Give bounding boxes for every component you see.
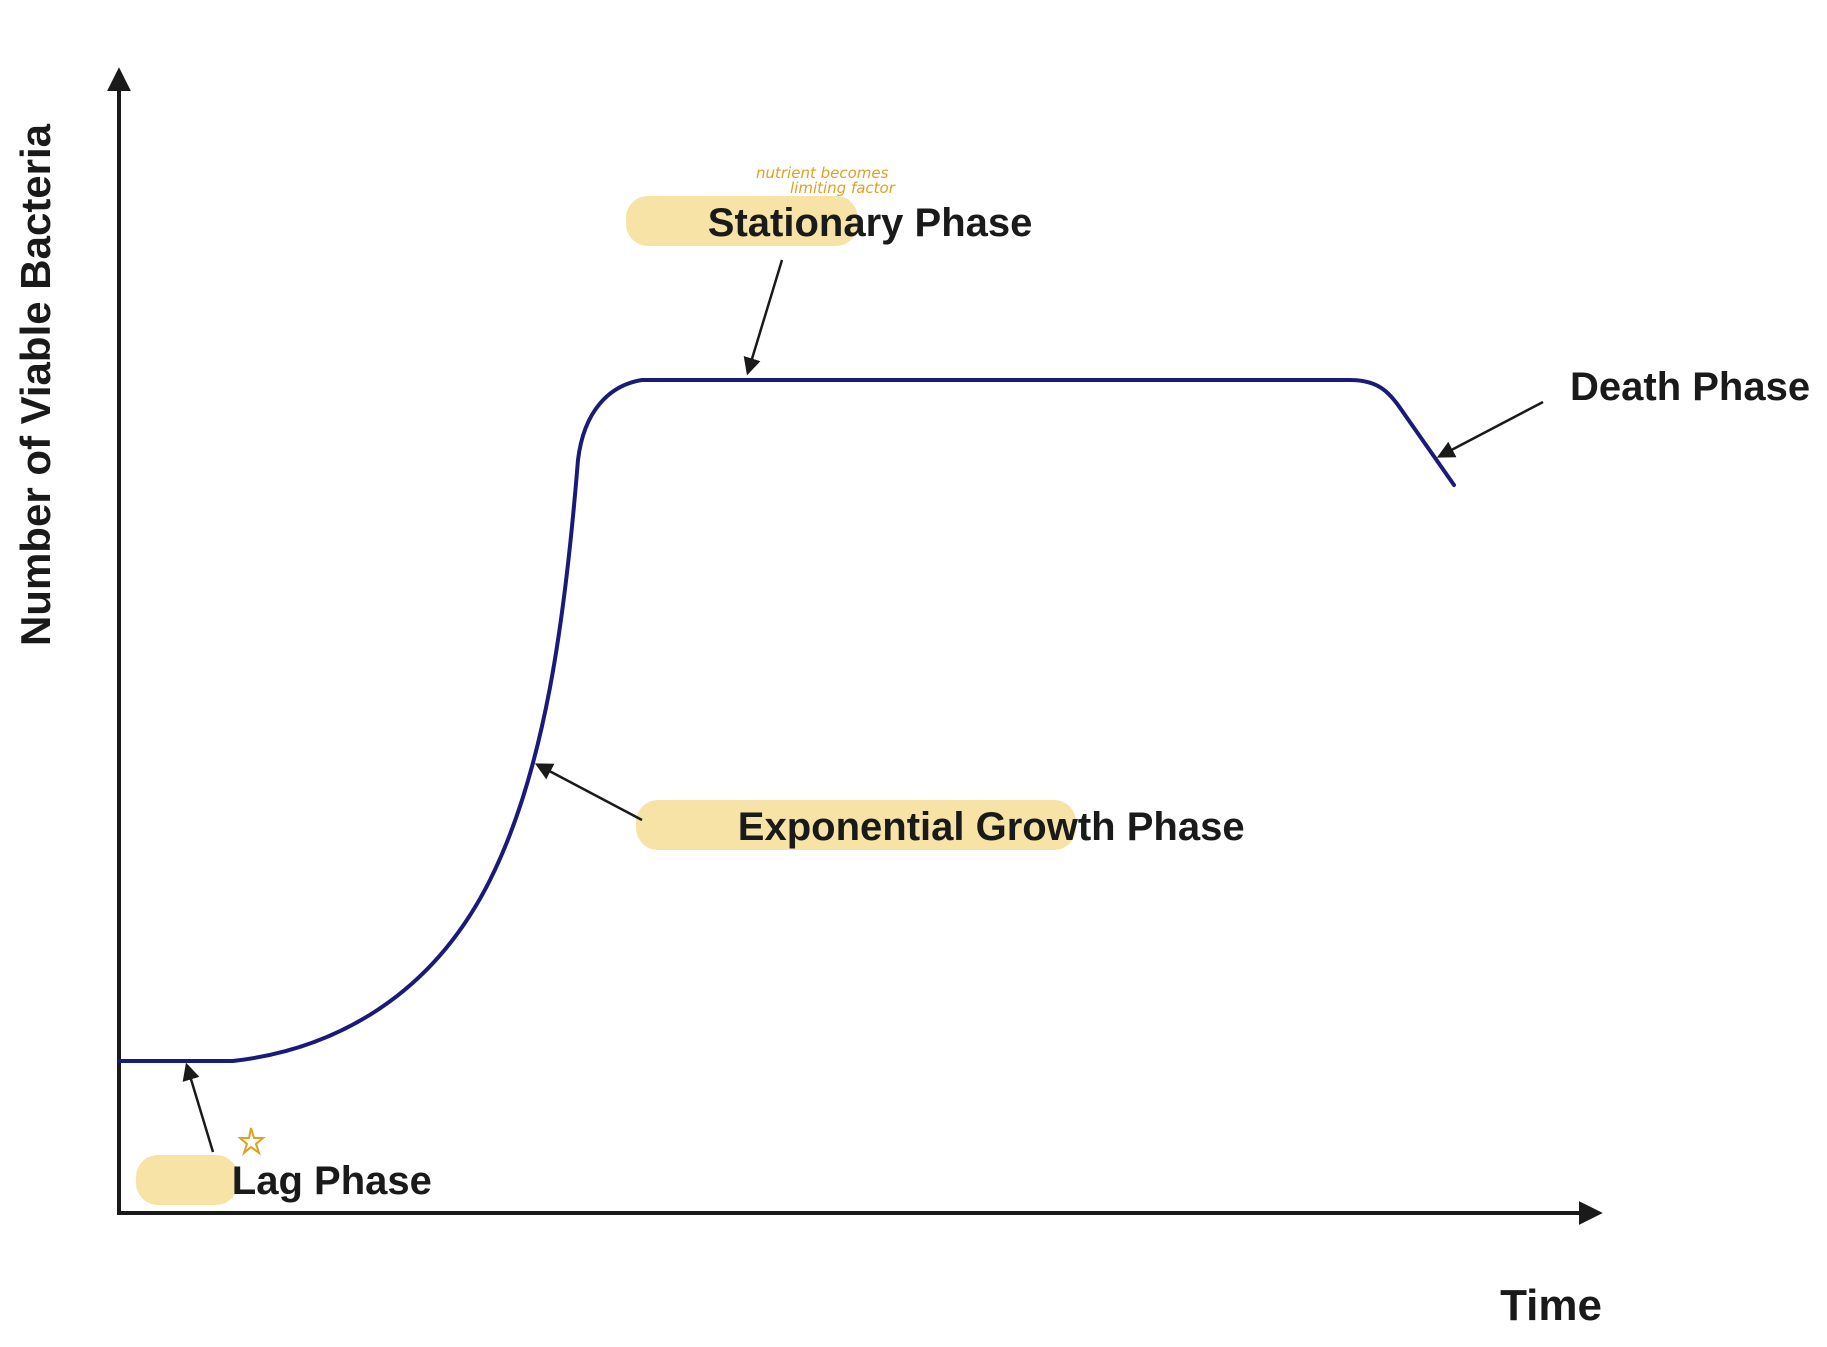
lag-phase-label: Lag Phase (154, 1159, 487, 1203)
exponential-phase-highlighted: Exponential Growth (738, 805, 1116, 849)
highlight-lag (136, 1155, 238, 1205)
stationary-phase-label: Stationary Phase (630, 201, 1088, 245)
stationary-arrow (743, 259, 784, 376)
handwritten-note-line1: nutrient becomes (756, 164, 889, 182)
lag-phase-highlighted: Lag (232, 1159, 303, 1203)
y-axis-label: Number of Viable Bacteria (12, 123, 59, 646)
death-arrow (1436, 400, 1544, 458)
stationary-phase-highlighted: Stationary (708, 201, 904, 245)
lag-arrow (182, 1062, 215, 1153)
stationary-phase-rest: Phase (903, 201, 1032, 245)
death-phase-label: Death Phase (1570, 365, 1810, 409)
growth-curve (117, 378, 1456, 1063)
highlight-stationary (626, 196, 858, 246)
highlight-exponential (636, 800, 1076, 850)
x-axis-label: Time (1500, 1281, 1602, 1330)
star-mark-icon (237, 1127, 266, 1157)
lag-phase-rest: Phase (303, 1159, 432, 1203)
handwritten-note-line2: limiting factor (790, 179, 896, 197)
exponential-arrow (534, 763, 643, 822)
exponential-phase-label: Exponential Growth Phase (660, 805, 1300, 849)
exponential-phase-rest: Phase (1116, 805, 1245, 849)
